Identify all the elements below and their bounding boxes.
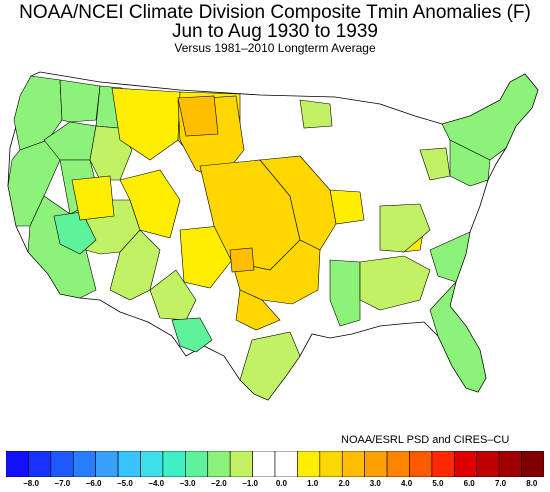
scale-tick-label: −3.0	[179, 479, 196, 488]
scale-swatch	[386, 451, 410, 477]
scale-swatch	[521, 451, 544, 477]
scale-swatch	[162, 451, 186, 477]
scale-tick-label: −1.0	[242, 479, 258, 488]
map-subtitle-period: Jun to Aug 1930 to 1939	[171, 21, 378, 42]
scale-swatch	[6, 451, 29, 477]
scale-swatch	[95, 451, 119, 477]
data-source-credit: NOAA/ESRL PSD and CIRES–CU	[341, 434, 510, 446]
scale-tick-label: 0.0	[275, 479, 287, 488]
scale-swatch	[274, 451, 298, 477]
scale-swatch	[207, 451, 231, 477]
scale-tick-label: −7.0	[54, 479, 71, 488]
scale-swatch	[252, 451, 276, 477]
color-scale-ticks: −8.0 −7.0 −6.0 −5.0 −4.0 −3.0 −2.0 −1.0 0.0 1.0 2.…	[0, 479, 550, 491]
map-subtitle-baseline: Versus 1981–2010 Longterm Average	[174, 41, 376, 55]
scale-swatch	[140, 451, 164, 477]
eastern-cool-divisions	[329, 73, 539, 393]
scale-tick-label: 8.0	[526, 479, 538, 488]
scale-swatch	[476, 451, 500, 477]
scale-tick-label: 3.0	[369, 479, 381, 488]
scale-tick-label: 1.0	[307, 479, 319, 488]
scale-swatch	[50, 451, 74, 477]
scale-swatch	[297, 451, 321, 477]
scale-tick-label: −6.0	[85, 479, 102, 488]
scale-tick-label: 6.0	[463, 479, 475, 488]
scale-tick-label: −2.0	[210, 479, 227, 488]
scale-swatch	[498, 451, 522, 477]
scale-swatch	[341, 451, 365, 477]
scale-swatch	[431, 451, 455, 477]
color-scale-bar	[6, 451, 544, 477]
scale-tick-label: 7.0	[494, 479, 507, 488]
scale-swatch	[72, 451, 96, 477]
scale-tick-label: 5.0	[432, 479, 444, 488]
scale-swatch	[454, 451, 478, 477]
scale-tick-label: 2.0	[338, 479, 350, 488]
map-title: NOAA/NCEI Climate Division Composite Tmi…	[19, 2, 531, 23]
scale-swatch	[319, 451, 343, 477]
scale-swatch	[28, 451, 52, 477]
scale-swatch	[409, 451, 433, 477]
scale-swatch	[364, 451, 388, 477]
scale-tick-label: −8.0	[23, 479, 39, 488]
dakota-warmest-divisions	[177, 95, 255, 273]
scale-swatch	[229, 451, 253, 477]
us-climate-division-map	[7, 71, 539, 401]
scale-tick-label: −4.0	[148, 479, 165, 488]
eastern-slightly-cool-divisions	[239, 99, 451, 401]
scale-swatch	[117, 451, 141, 477]
great-basin-cooler-divisions	[53, 211, 213, 353]
scale-tick-label: 4.0	[401, 479, 413, 488]
scale-swatch	[185, 451, 209, 477]
scale-tick-label: −5.0	[116, 479, 133, 488]
